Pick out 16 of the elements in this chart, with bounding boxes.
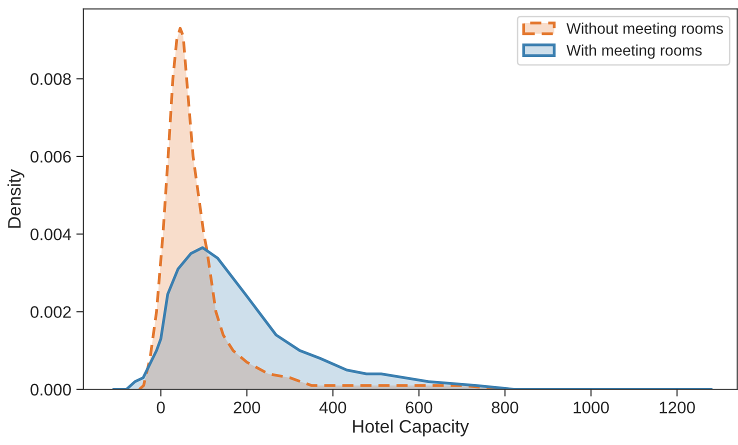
x-tick-label: 200 — [234, 402, 260, 414]
y-tick-label: 0.006 — [30, 150, 71, 163]
y-tick-label: 0.004 — [30, 228, 72, 240]
x-tick-label: 800 — [492, 402, 518, 414]
legend-label: Without meeting rooms — [566, 22, 723, 37]
y-tick-label: 0.008 — [30, 73, 71, 85]
x-tick-label: 0 — [156, 402, 165, 414]
legend-label: With meeting rooms — [566, 44, 702, 59]
y-axis-title: Density — [8, 169, 24, 228]
y-tick-label: 0.000 — [30, 384, 71, 396]
x-tick-label: 1200 — [660, 402, 695, 414]
x-tick-label: 400 — [319, 402, 346, 414]
x-tick-label: 600 — [406, 402, 432, 414]
x-axis-title: Hotel Capacity — [353, 419, 470, 436]
y-tick-label: 0.002 — [30, 306, 71, 318]
x-tick-label: 1000 — [574, 402, 609, 414]
